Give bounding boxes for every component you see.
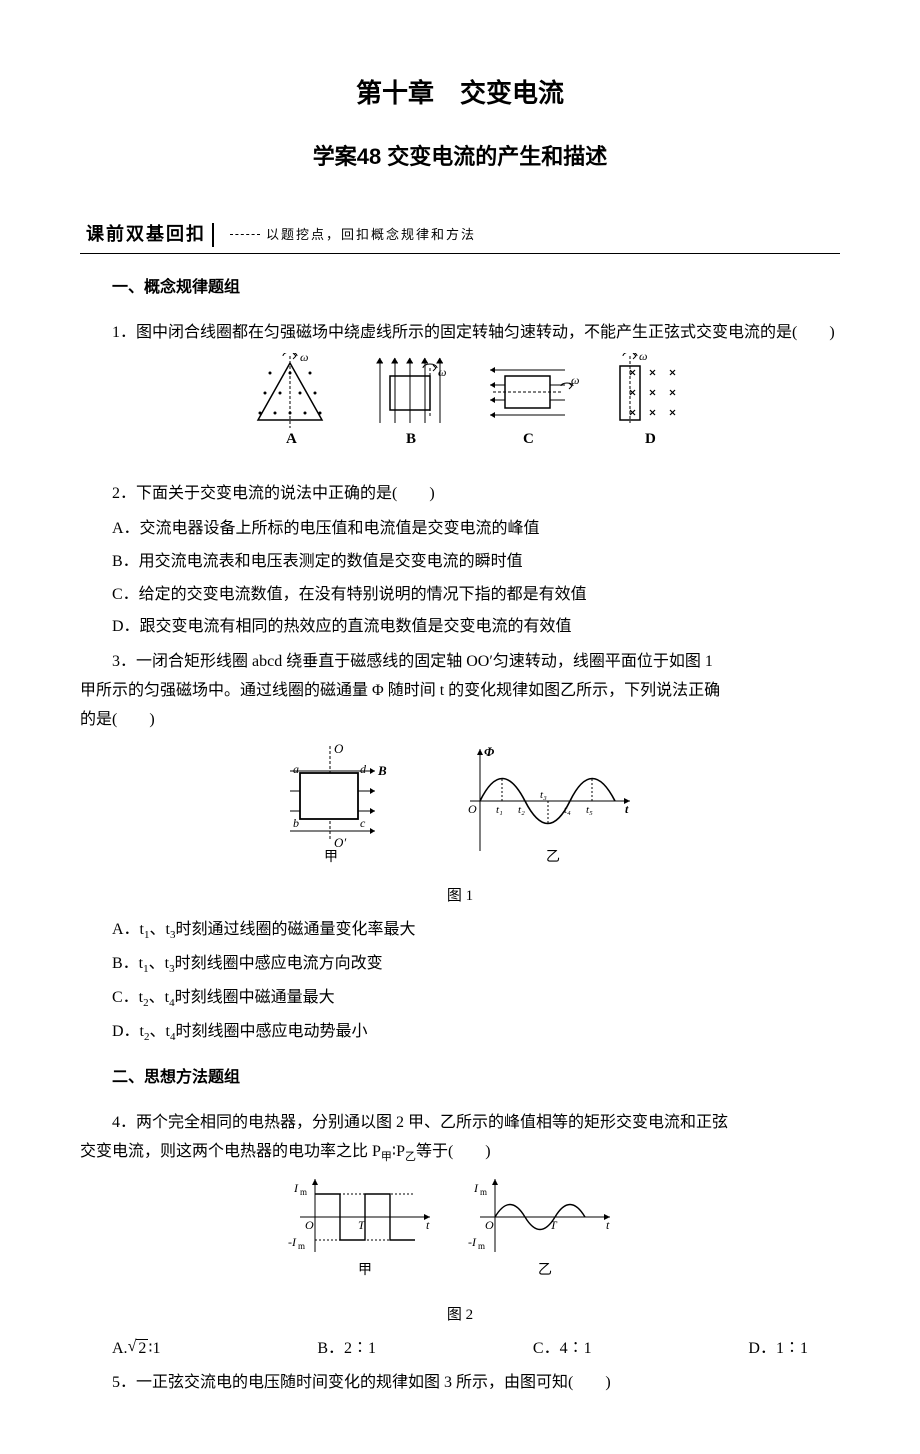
svg-text:D: D (645, 431, 656, 447)
svg-text:O′: O′ (334, 835, 346, 850)
section-2-heading: 二、思想方法题组 (80, 1064, 840, 1093)
svg-text:m: m (478, 1241, 485, 1251)
svg-text:t₅: t₅ (586, 804, 593, 816)
lesson-title: 学案48 交变电流的产生和描述 (80, 137, 840, 177)
svg-text:ω: ω (571, 373, 579, 387)
svg-text:t₁: t₁ (496, 804, 503, 816)
svg-text:b: b (293, 816, 299, 830)
q4-opt-b: B．2∶1 (317, 1335, 376, 1364)
svg-text:甲: 甲 (358, 1263, 372, 1278)
banner-subtitle: 以题挖点，回扣概念规律和方法 (266, 223, 476, 246)
q5-stem: 5．一正弦交流电的电压随时间变化的规律如图 3 所示，由图可知( ) (80, 1369, 840, 1398)
svg-text:t₃: t₃ (540, 789, 547, 801)
svg-text:C: C (523, 431, 534, 447)
q3-opt-d: D．t2、t4时刻线圈中感应电动势最小 (80, 1018, 840, 1048)
q4-stem-l2: 交变电流，则这两个电热器的电功率之比 P甲∶P乙等于( ) (80, 1138, 840, 1168)
svg-text:A: A (286, 431, 297, 447)
banner-dash (230, 234, 260, 235)
q3-fig-label: 图 1 (80, 883, 840, 910)
svg-text:I: I (293, 1181, 299, 1195)
q2-opt-c: C．给定的交变电流数值，在没有特别说明的情况下指的都是有效值 (80, 581, 840, 610)
q4-stem-l1: 4．两个完全相同的电热器，分别通以图 2 甲、乙所示的峰值相等的矩形交变电流和正… (80, 1109, 840, 1138)
q1-figure: ω A ω B ω C ω D (80, 353, 840, 474)
chapter-title: 第十章 交变电流 (80, 70, 840, 117)
svg-text:ω: ω (300, 353, 308, 364)
svg-text:T: T (550, 1218, 558, 1232)
svg-text:O: O (468, 802, 477, 816)
q4-opt-d: D．1∶1 (748, 1335, 808, 1364)
svg-text:m: m (480, 1187, 487, 1197)
svg-text:d: d (360, 762, 367, 776)
q2-opt-b: B．用交流电流表和电压表测定的数值是交变电流的瞬时值 (80, 548, 840, 577)
q3-figure: O O′ a d b c B 甲 Φ O t t₁ t₂ t₃ t₄ t₅ 乙 … (80, 741, 840, 911)
q4-opt-a: A.√2∶1 (112, 1335, 161, 1364)
svg-text:t₂: t₂ (518, 804, 525, 816)
q4-options: A.√2∶1 B．2∶1 C．4∶1 D．1∶1 (80, 1335, 840, 1364)
svg-text:乙: 乙 (546, 849, 560, 865)
svg-text:t: t (426, 1218, 430, 1232)
svg-text:I: I (473, 1181, 479, 1195)
svg-text:a: a (293, 762, 299, 776)
svg-text:Φ: Φ (484, 744, 495, 759)
q2-opt-a: A．交流电器设备上所标的电压值和电流值是交变电流的峰值 (80, 515, 840, 544)
svg-text:O: O (485, 1218, 494, 1232)
svg-text:O: O (305, 1218, 314, 1232)
svg-text:t: t (606, 1218, 610, 1232)
q3-stem-l1: 3．一闭合矩形线圈 abcd 绕垂直于磁感线的固定轴 OO′匀速转动，线圈平面位… (80, 648, 840, 677)
q3-stem-l2: 甲所示的匀强磁场中。通过线圈的磁通量 Φ 随时间 t 的变化规律如图乙所示，下列… (80, 677, 840, 706)
svg-text:-I: -I (288, 1235, 297, 1249)
banner-divider (212, 223, 214, 247)
q3-opt-c: C．t2、t4时刻线圈中磁通量最大 (80, 984, 840, 1014)
svg-text:B: B (406, 431, 416, 447)
svg-text:t₄: t₄ (564, 804, 571, 816)
q1-stem: 1．图中闭合线圈都在匀强磁场中绕虚线所示的固定转轴匀速转动，不能产生正弦式交变电… (80, 319, 840, 348)
svg-text:甲: 甲 (324, 850, 338, 865)
q4-figure: Im -Im O t T 甲 Im -Im O t T 乙 图 2 (80, 1174, 840, 1329)
q2-stem: 2．下面关于交变电流的说法中正确的是( ) (80, 480, 840, 509)
svg-text:B: B (377, 763, 387, 778)
q3-stem-l3: 的是( ) (80, 706, 840, 735)
svg-text:m: m (298, 1241, 305, 1251)
svg-text:ω: ω (639, 353, 647, 363)
pre-class-banner: 课前双基回扣 以题挖点，回扣概念规律和方法 (80, 216, 840, 253)
svg-text:t: t (625, 802, 629, 816)
section-1-heading: 一、概念规律题组 (80, 274, 840, 303)
q4-fig-label: 图 2 (80, 1302, 840, 1329)
q4-opt-c: C．4∶1 (533, 1335, 592, 1364)
svg-text:m: m (300, 1187, 307, 1197)
q3-opt-b: B．t1、t3时刻线圈中感应电流方向改变 (80, 950, 840, 980)
banner-label: 课前双基回扣 (80, 216, 212, 252)
svg-text:O: O (334, 741, 344, 756)
svg-text:ω: ω (438, 365, 446, 379)
svg-text:c: c (360, 816, 366, 830)
svg-text:-I: -I (468, 1235, 477, 1249)
q2-opt-d: D．跟交变电流有相同的热效应的直流电数值是交变电流的有效值 (80, 613, 840, 642)
q3-opt-a: A．t1、t3时刻通过线圈的磁通量变化率最大 (80, 916, 840, 946)
svg-text:乙: 乙 (538, 1262, 552, 1278)
